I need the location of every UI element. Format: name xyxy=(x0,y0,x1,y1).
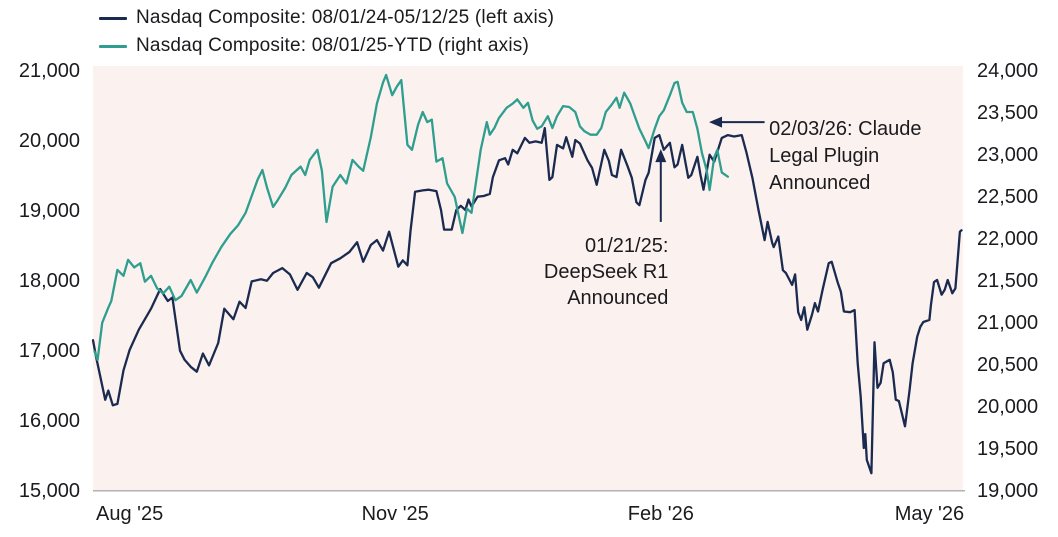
left-axis-tick: 18,000 xyxy=(19,270,80,292)
legend-swatch-navy xyxy=(99,16,127,20)
annotation-text-deepseek: 01/21/25: DeepSeek R1 Announced xyxy=(544,235,669,309)
series-line-navy xyxy=(91,126,963,475)
right-axis-tick: 19,500 xyxy=(977,438,1038,460)
right-axis-tick: 22,500 xyxy=(977,186,1038,208)
x-axis-tick-labels: Aug '25 Nov '25 Feb '26 May '26 xyxy=(96,503,964,525)
left-axis-tick-labels: 21,000 20,000 19,000 18,000 17,000 16,000 15,0… xyxy=(19,60,80,502)
x-axis-tick: Aug '25 xyxy=(96,503,163,525)
annotation-text-claude: 02/03/26: Claude Legal Plugin Announced xyxy=(769,118,921,194)
x-axis-tick: Feb '26 xyxy=(628,503,694,525)
right-axis-tick: 22,000 xyxy=(977,228,1038,250)
legend-label-left-axis-series: Nasdaq Composite: 08/01/24-05/12/25 (lef… xyxy=(136,7,555,28)
legend-item-right-axis-series: Nasdaq Composite: 08/01/25-YTD (right ax… xyxy=(99,34,554,58)
right-axis-tick: 24,000 xyxy=(977,60,1038,82)
annotation-arrow-head-deepseek xyxy=(655,149,667,163)
annotation-arrow-head-claude xyxy=(709,116,723,128)
right-axis-tick: 21,500 xyxy=(977,270,1038,292)
left-axis-tick: 17,000 xyxy=(19,340,80,362)
x-axis-tick: May '26 xyxy=(895,503,964,525)
left-axis-tick: 16,000 xyxy=(19,410,80,432)
legend-item-left-axis-series: Nasdaq Composite: 08/01/24-05/12/25 (lef… xyxy=(99,6,554,30)
right-axis-tick: 19,000 xyxy=(977,480,1038,502)
left-axis-tick: 19,000 xyxy=(19,200,80,222)
right-axis-tick: 21,000 xyxy=(977,312,1038,334)
chart-legend: Nasdaq Composite: 08/01/24-05/12/25 (lef… xyxy=(99,6,554,58)
plot-area xyxy=(93,66,963,491)
legend-swatch-teal xyxy=(99,44,127,48)
legend-label-right-axis-series: Nasdaq Composite: 08/01/25-YTD (right ax… xyxy=(136,35,529,56)
right-axis-tick: 20,000 xyxy=(977,396,1038,418)
series-line-teal xyxy=(93,73,730,361)
right-axis-tick: 23,500 xyxy=(977,102,1038,124)
right-axis-tick-labels: 24,000 23,500 23,000 22,500 22,000 21,500 21,0… xyxy=(977,60,1038,502)
annotation-claude: 02/03/26: Claude Legal Plugin Announced xyxy=(709,116,922,194)
x-axis-tick: Nov '25 xyxy=(362,503,429,525)
annotation-deepseek: 01/21/25: DeepSeek R1 Announced xyxy=(544,149,669,309)
left-axis-tick: 15,000 xyxy=(19,480,80,502)
right-axis-tick: 23,000 xyxy=(977,144,1038,166)
right-axis-tick: 20,500 xyxy=(977,354,1038,376)
left-axis-tick: 20,000 xyxy=(19,130,80,152)
left-axis-tick: 21,000 xyxy=(19,60,80,82)
